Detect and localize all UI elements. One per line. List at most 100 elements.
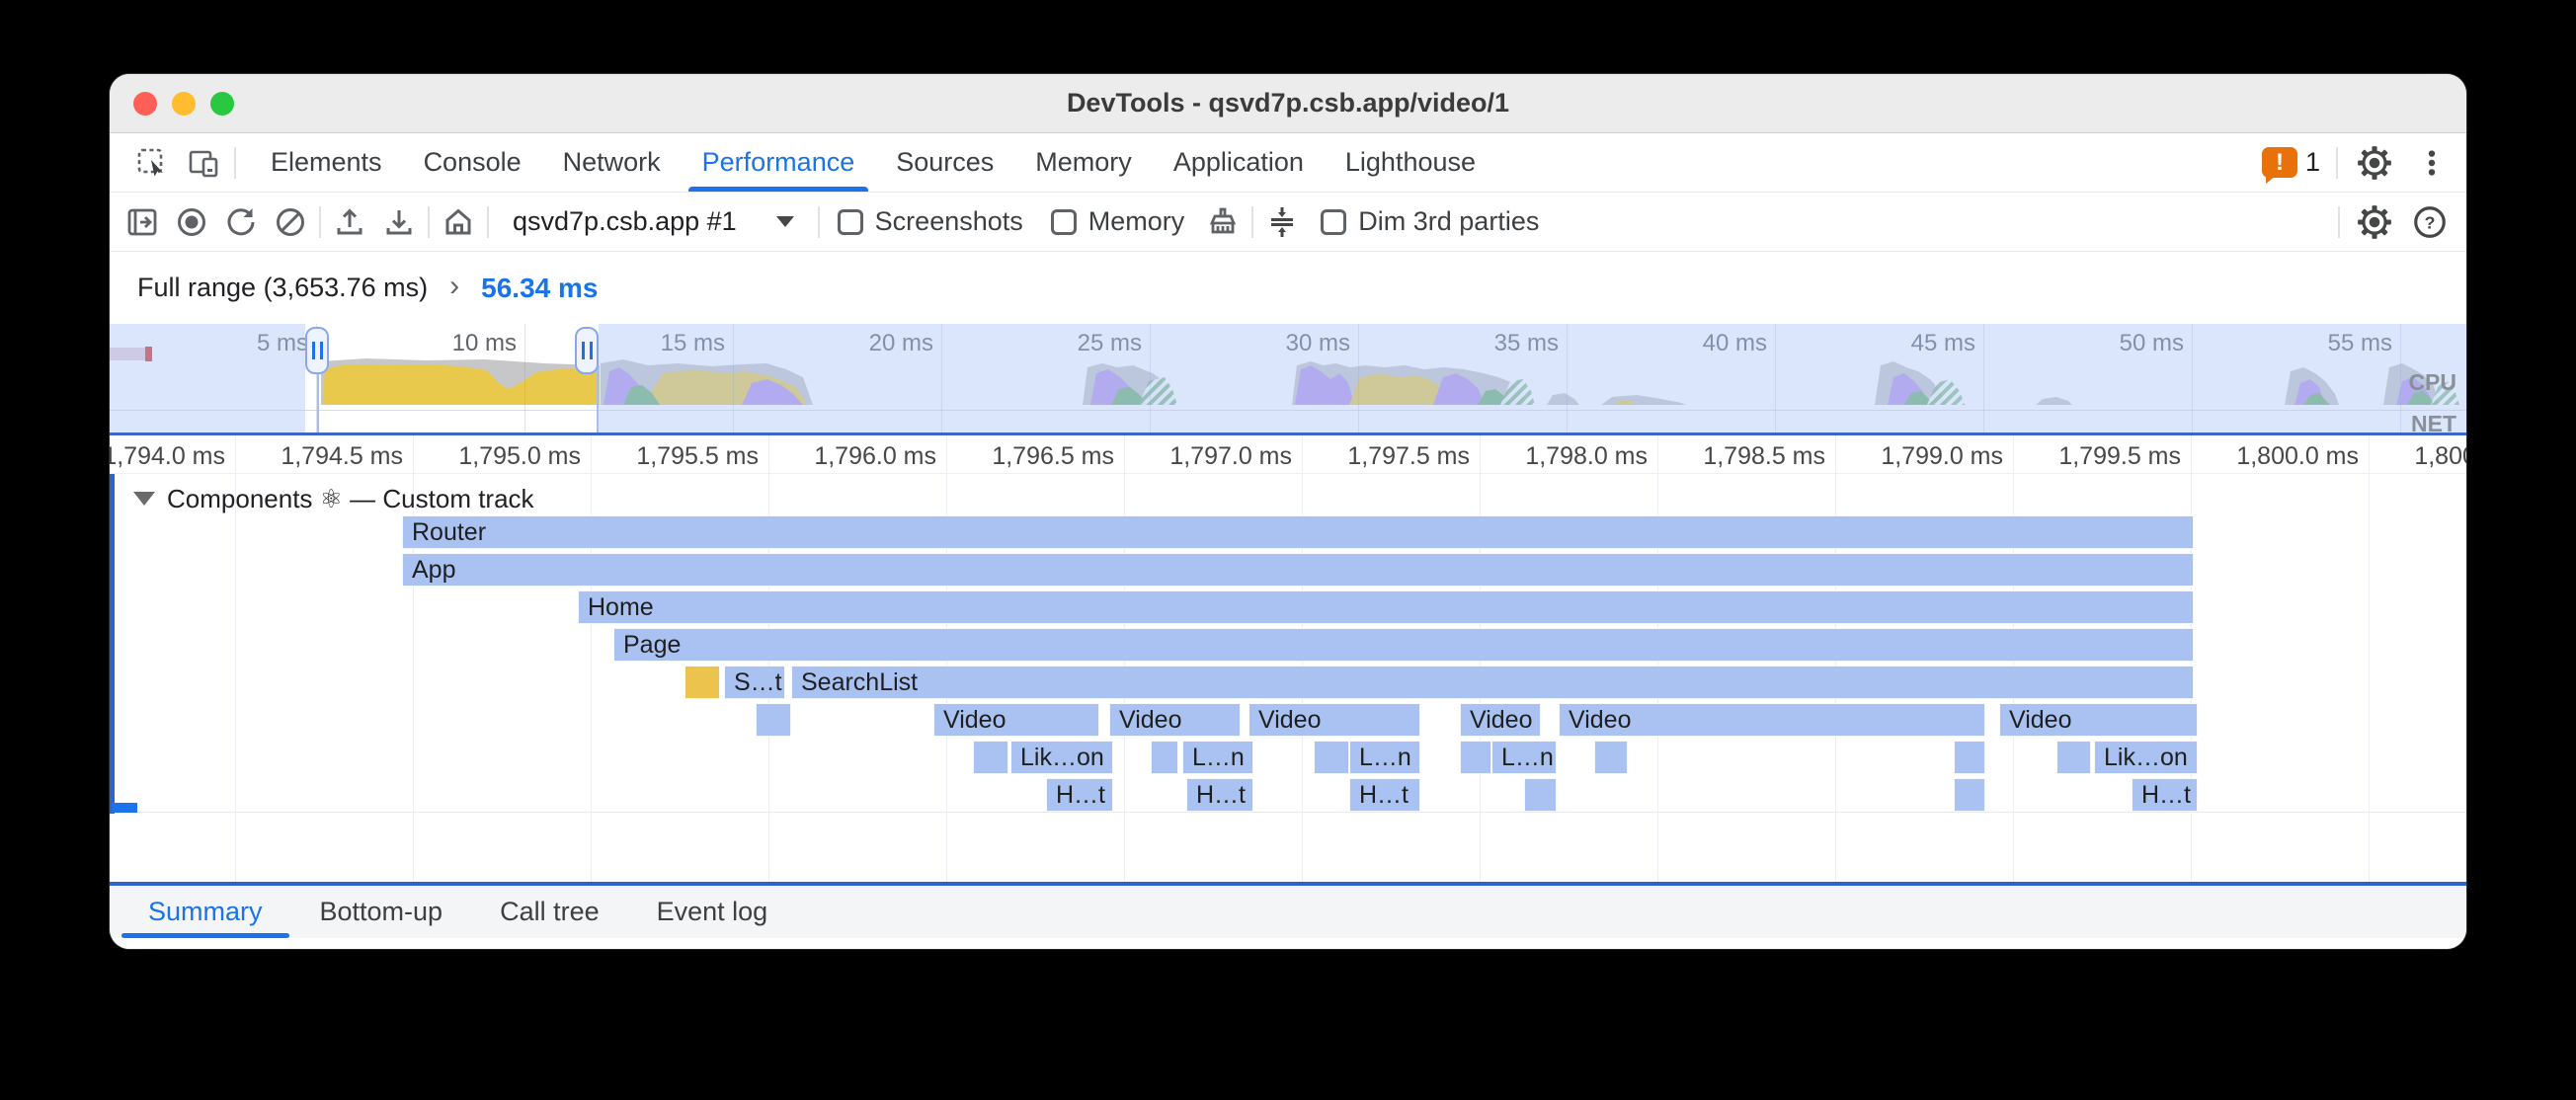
flame-bar-ht[interactable]: H…t bbox=[1046, 778, 1113, 812]
scroll-indicator[interactable] bbox=[112, 803, 137, 813]
tab-bottom-up[interactable]: Bottom-up bbox=[319, 897, 443, 926]
flame-bar-ht[interactable]: H…t bbox=[2132, 778, 2198, 812]
flame-bar[interactable] bbox=[684, 666, 720, 699]
ruler-tick-label: 1,799.5 ms bbox=[2058, 442, 2181, 470]
tab-sources[interactable]: Sources bbox=[896, 147, 995, 177]
selected-range-crumb[interactable]: 56.34 ms bbox=[481, 272, 599, 303]
overview-tick-label: 5 ms bbox=[256, 330, 308, 356]
upload-profile-icon[interactable] bbox=[329, 201, 370, 243]
full-range-crumb[interactable]: Full range (3,653.76 ms) bbox=[137, 273, 429, 302]
ruler-tick-label: 1,795.0 ms bbox=[458, 442, 581, 470]
tab-application[interactable]: Application bbox=[1172, 147, 1304, 177]
shrink-timeline-icon[interactable] bbox=[1261, 201, 1303, 243]
inspect-element-icon[interactable] bbox=[131, 142, 173, 184]
tab-elements[interactable]: Elements bbox=[271, 147, 382, 177]
flame-bar-st[interactable]: S…t bbox=[724, 666, 785, 699]
help-icon[interactable]: ? bbox=[2409, 201, 2451, 243]
flame-bar[interactable] bbox=[1460, 741, 1491, 774]
record-icon[interactable] bbox=[171, 201, 212, 243]
flame-bar-searchlist[interactable]: SearchList bbox=[791, 666, 2194, 699]
dim-3rd-parties-label: Dim 3rd parties bbox=[1358, 206, 1540, 236]
download-profile-icon[interactable] bbox=[378, 201, 420, 243]
net-lane-label: NET bbox=[2411, 411, 2456, 432]
selection-right-edge[interactable] bbox=[597, 352, 599, 432]
zoom-window-button[interactable] bbox=[210, 91, 234, 116]
flame-bar[interactable] bbox=[1954, 741, 1985, 774]
flame-bar[interactable] bbox=[973, 741, 1008, 774]
flame-bar-ln[interactable]: L…n bbox=[1349, 741, 1420, 774]
error-count: 1 bbox=[2304, 147, 2320, 177]
selection-left-edge[interactable] bbox=[317, 352, 319, 432]
flame-bar-video[interactable]: Video bbox=[1109, 703, 1241, 737]
flame-bar[interactable] bbox=[1151, 741, 1178, 774]
tab-network[interactable]: Network bbox=[562, 147, 661, 177]
flame-bar[interactable] bbox=[2056, 741, 2091, 774]
separator bbox=[1251, 205, 1254, 238]
flame-bar[interactable] bbox=[756, 703, 791, 737]
tab-call-tree[interactable]: Call tree bbox=[500, 897, 600, 926]
flame-bar-app[interactable]: App bbox=[402, 553, 2194, 587]
details-divider[interactable] bbox=[110, 882, 2466, 886]
overview-gridline bbox=[733, 324, 734, 432]
tab-summary[interactable]: Summary bbox=[120, 886, 291, 938]
flame-bar-likon[interactable]: Lik…on bbox=[1010, 741, 1113, 774]
target-selector[interactable]: qsvd7p.csb.app #1 bbox=[497, 206, 810, 237]
overview-gridline bbox=[1358, 324, 1359, 432]
flame-gridline bbox=[2369, 474, 2370, 882]
flame-gridline bbox=[235, 474, 236, 882]
flame-bar-video[interactable]: Video bbox=[1460, 703, 1541, 737]
dim-3rd-parties-checkbox[interactable]: Dim 3rd parties bbox=[1311, 206, 1549, 237]
flame-bar[interactable] bbox=[1524, 778, 1557, 812]
clear-icon[interactable] bbox=[270, 201, 311, 243]
flame-bar-video[interactable]: Video bbox=[1248, 703, 1420, 737]
ruler-tick-label: 1,795.5 ms bbox=[636, 442, 759, 470]
screenshots-checkbox[interactable]: Screenshots bbox=[828, 206, 1033, 237]
flame-bar-ln[interactable]: L…n bbox=[1491, 741, 1557, 774]
devtools-tabbar: Elements Console Network Performance Sources… bbox=[110, 133, 2466, 193]
performance-toolbar: qsvd7p.csb.app #1 Screenshots Memory bbox=[110, 193, 2466, 252]
track-bottom-line bbox=[110, 812, 2466, 813]
flame-bar-home[interactable]: Home bbox=[578, 590, 2194, 624]
tab-console[interactable]: Console bbox=[423, 147, 522, 177]
flame-bar-video[interactable]: Video bbox=[1999, 703, 2198, 737]
kebab-menu-icon[interactable] bbox=[2411, 142, 2453, 184]
flame-bar-video[interactable]: Video bbox=[1559, 703, 1985, 737]
long-task-marker bbox=[145, 347, 152, 361]
collapse-triangle-icon[interactable] bbox=[133, 492, 155, 516]
flame-bar[interactable] bbox=[1314, 741, 1349, 774]
tab-event-log[interactable]: Event log bbox=[656, 897, 768, 926]
ruler-tick-label: 1,799.0 ms bbox=[1881, 442, 2003, 470]
timeline-overview[interactable]: 5 ms 10 ms 15 ms 20 ms 25 ms 30 ms 35 ms 40 ms 4… bbox=[110, 324, 2466, 432]
flame-bar-router[interactable]: Router bbox=[402, 515, 2194, 549]
minimize-window-button[interactable] bbox=[172, 91, 196, 116]
collect-garbage-icon[interactable] bbox=[1202, 201, 1244, 243]
error-icon: ! bbox=[2261, 147, 2297, 184]
tab-memory[interactable]: Memory bbox=[1035, 147, 1132, 177]
overview-tick-label: 55 ms bbox=[2327, 330, 2392, 356]
tab-performance[interactable]: Performance bbox=[682, 133, 876, 192]
selection-left-handle[interactable] bbox=[305, 327, 329, 374]
device-toolbar-icon[interactable] bbox=[183, 142, 224, 184]
memory-checkbox[interactable]: Memory bbox=[1041, 206, 1195, 237]
issues-badge[interactable]: ! 1 bbox=[2261, 147, 2320, 184]
tab-lighthouse[interactable]: Lighthouse bbox=[1344, 147, 1477, 177]
flame-bar-likon[interactable]: Lik…on bbox=[2094, 741, 2198, 774]
selection-right-handle[interactable] bbox=[575, 327, 599, 374]
flame-bar-ht[interactable]: H…t bbox=[1186, 778, 1253, 812]
flame-bar-video[interactable]: Video bbox=[933, 703, 1099, 737]
home-icon[interactable] bbox=[438, 201, 479, 243]
flame-bar-ht[interactable]: H…t bbox=[1349, 778, 1420, 812]
track-header[interactable]: Components ⚛ — Custom track bbox=[133, 482, 534, 516]
reload-record-icon[interactable] bbox=[220, 201, 262, 243]
close-window-button[interactable] bbox=[133, 91, 157, 116]
flame-bar-page[interactable]: Page bbox=[613, 628, 2194, 662]
flame-bar-ln[interactable]: L…n bbox=[1182, 741, 1253, 774]
ruler-tick-label: 1,797.0 ms bbox=[1169, 442, 1292, 470]
traffic-lights bbox=[133, 91, 234, 116]
flame-chart[interactable]: Components ⚛ — Custom track Router App Hom… bbox=[110, 474, 2466, 882]
capture-settings-gear-icon[interactable] bbox=[2354, 201, 2395, 243]
settings-gear-icon[interactable] bbox=[2354, 142, 2395, 184]
flame-bar[interactable] bbox=[1954, 778, 1985, 812]
toggle-sidebar-icon[interactable] bbox=[121, 201, 163, 243]
flame-bar[interactable] bbox=[1594, 741, 1628, 774]
